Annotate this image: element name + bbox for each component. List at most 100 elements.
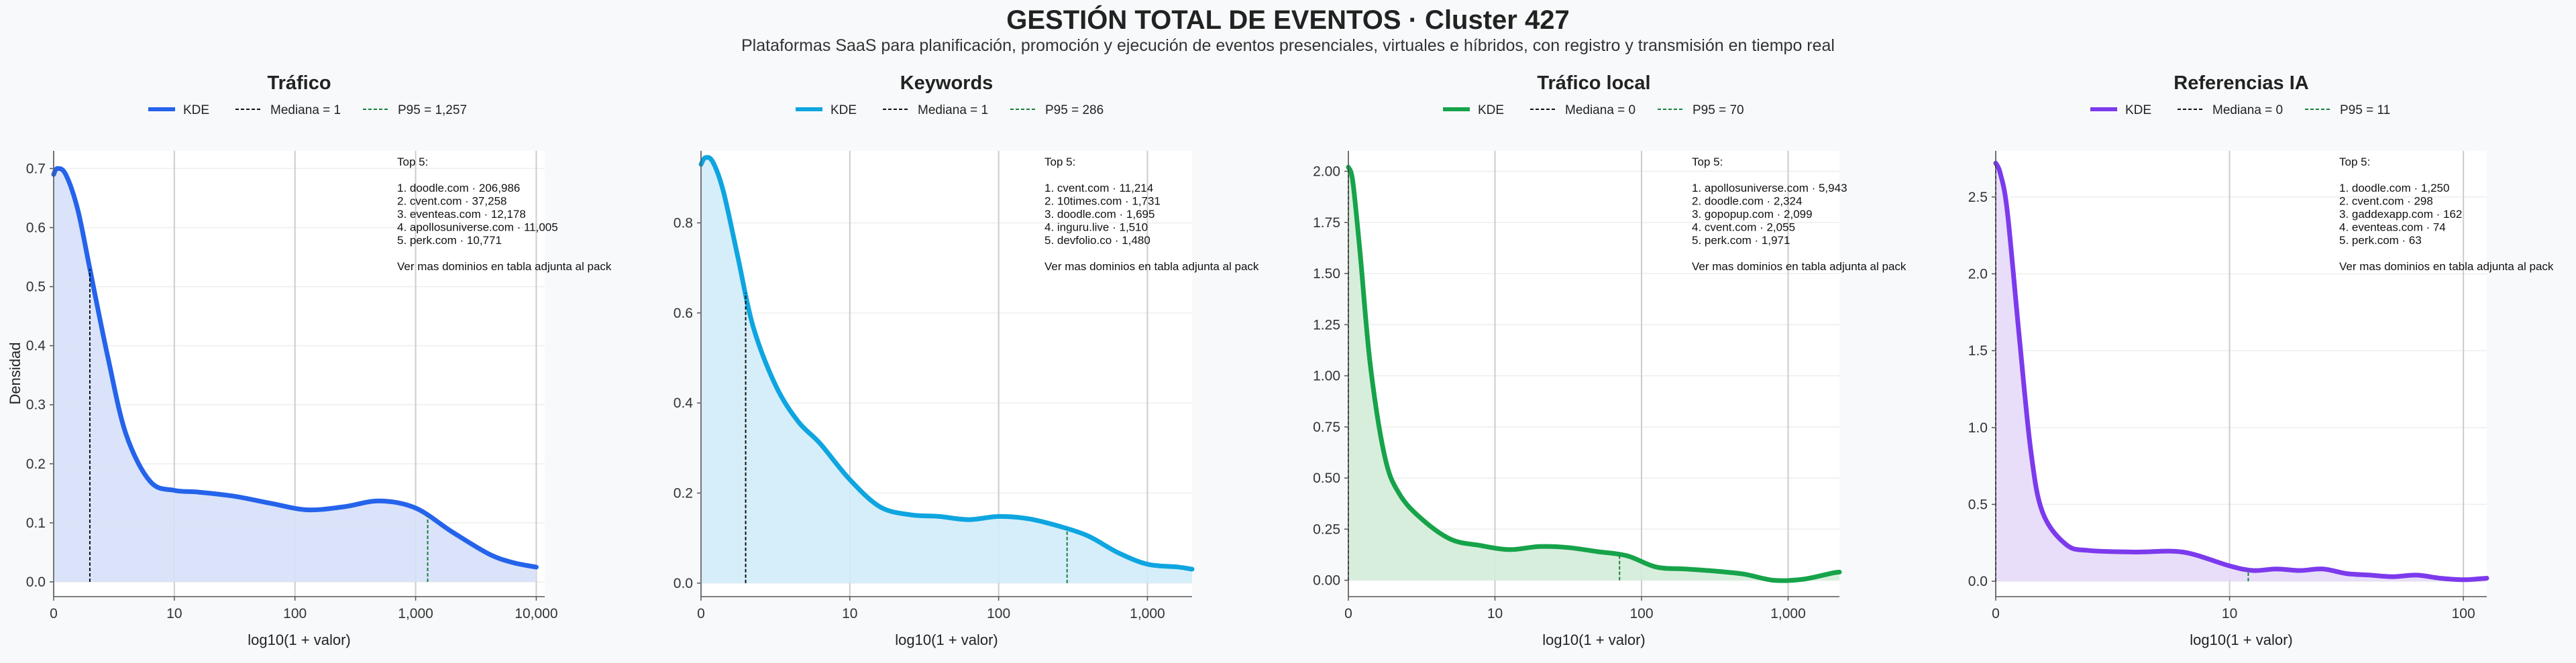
chart-panel-4: Referencias IA KDE Mediana = 0 P95 = 11 0.0 0… xyxy=(1968,72,2554,648)
y-tick-label: 0.7 xyxy=(26,161,46,176)
annotation-line: 5. perk.com · 10,771 xyxy=(397,234,502,247)
x-axis-label: log10(1 + valor) xyxy=(1542,631,1645,648)
annotation-line: 5. perk.com · 63 xyxy=(2339,234,2422,247)
annotation-line: 1. cvent.com · 11,214 xyxy=(1044,182,1153,194)
annotation-line: 3. gopopup.com · 2,099 xyxy=(1692,208,1813,221)
y-tick-label: 1.5 xyxy=(1968,343,1988,359)
x-tick-label: 0 xyxy=(1344,606,1352,621)
annotation-line: 1. apollosuniverse.com · 5,943 xyxy=(1692,182,1847,194)
x-tick-label: 10 xyxy=(1487,606,1503,621)
annotation-line: 1. doodle.com · 1,250 xyxy=(2339,182,2449,194)
annotation-line: Ver mas dominios en tabla adjunta al pac… xyxy=(2339,260,2554,273)
kde-area xyxy=(54,168,537,582)
annotation-line: 3. gaddexapp.com · 162 xyxy=(2339,208,2462,221)
chart-panel-3: Tráfico local KDE Mediana = 0 P95 = 70 0.00 0… xyxy=(1313,72,1907,648)
x-axis-label: log10(1 + valor) xyxy=(248,631,350,648)
legend-median-label: Mediana = 0 xyxy=(1565,103,1635,117)
kde-area xyxy=(701,157,1192,583)
chart-title: Tráfico local xyxy=(1537,72,1650,94)
y-tick-label: 0.3 xyxy=(26,398,46,413)
legend-kde-label: KDE xyxy=(830,103,857,117)
annotation-line: 5. devfolio.co · 1,480 xyxy=(1044,234,1150,247)
y-tick-label: 0.50 xyxy=(1313,471,1340,486)
annotation-line: Top 5: xyxy=(1044,156,1075,168)
kde-line xyxy=(1346,164,1842,583)
y-tick-label: 0.25 xyxy=(1313,522,1340,537)
annotation-line: Ver mas dominios en tabla adjunta al pac… xyxy=(1044,260,1259,273)
y-tick-label: 0.00 xyxy=(1313,573,1340,589)
legend-median-label: Mediana = 1 xyxy=(918,103,988,117)
y-tick-label: 0.0 xyxy=(1968,574,1988,589)
legend-median-label: Mediana = 0 xyxy=(2212,103,2283,117)
x-tick-label: 100 xyxy=(987,606,1010,621)
plot-area xyxy=(1348,151,1839,597)
kde-line xyxy=(698,155,1195,572)
annotation-line: 5. perk.com · 1,971 xyxy=(1692,234,1790,247)
x-tick-label: 0 xyxy=(697,606,705,621)
x-tick-label: 100 xyxy=(1629,606,1653,621)
legend-p95-label: P95 = 286 xyxy=(1045,103,1104,117)
y-tick-label: 0.75 xyxy=(1313,420,1340,435)
figure-subtitle: Plataformas SaaS para planificación, pro… xyxy=(741,36,1835,55)
y-tick-label: 0.1 xyxy=(26,516,46,531)
chart-panel-2: Keywords KDE Mediana = 1 P95 = 286 0.0 0.2 0.4… xyxy=(674,72,1259,648)
kde-line xyxy=(51,166,539,570)
y-tick-label: 0.2 xyxy=(26,457,46,472)
annotation-line: 4. apollosuniverse.com · 11,005 xyxy=(397,221,558,234)
annotation-line: 2. doodle.com · 2,324 xyxy=(1692,195,1802,208)
annotation-line: Ver mas dominios en tabla adjunta al pac… xyxy=(1692,260,1907,273)
y-tick-label: 0.2 xyxy=(674,486,693,501)
y-tick-label: 0.4 xyxy=(26,339,46,354)
annotation-line: Top 5: xyxy=(2339,156,2370,168)
annotation-line: 4. inguru.live · 1,510 xyxy=(1044,221,1148,234)
y-tick-label: 0.0 xyxy=(26,575,46,590)
figure-title: GESTIÓN TOTAL DE EVENTOS · Cluster 427 xyxy=(1006,5,1570,35)
kde-area xyxy=(1996,163,2487,582)
legend-median-label: Mediana = 1 xyxy=(270,103,341,117)
x-tick-label: 0 xyxy=(1992,606,2000,621)
annotation-line: Top 5: xyxy=(1692,156,1723,168)
y-tick-label: 0.5 xyxy=(26,280,46,295)
annotation-line: 2. 10times.com · 1,731 xyxy=(1044,195,1161,208)
legend-kde-label: KDE xyxy=(1478,103,1504,117)
legend-p95-label: P95 = 1,257 xyxy=(398,103,467,117)
x-tick-label: 10,000 xyxy=(515,606,557,621)
y-tick-label: 0.6 xyxy=(674,306,693,321)
x-tick-label: 1,000 xyxy=(398,606,433,621)
x-tick-label: 1,000 xyxy=(1130,606,1165,621)
legend-p95-label: P95 = 11 xyxy=(2340,103,2390,117)
annotation-line: 2. cvent.com · 37,258 xyxy=(397,195,506,208)
chart-title: Keywords xyxy=(900,72,994,94)
y-tick-label: 0.8 xyxy=(674,215,693,231)
x-tick-label: 10 xyxy=(2222,606,2237,621)
chart-panel-1: Tráfico KDE Mediana = 1 P95 = 1,257 0.0 0.1 0.… xyxy=(26,72,612,648)
x-tick-label: 1,000 xyxy=(1770,606,1806,621)
y-tick-label: 0.0 xyxy=(674,576,693,591)
legend-kde-label: KDE xyxy=(183,103,209,117)
y-tick-label: 1.25 xyxy=(1313,317,1340,333)
y-tick-label: 0.4 xyxy=(674,396,694,411)
annotation-line: Ver mas dominios en tabla adjunta al pac… xyxy=(397,260,612,273)
x-tick-label: 100 xyxy=(283,606,307,621)
y-tick-label: 1.00 xyxy=(1313,369,1340,384)
y-tick-label: 2.00 xyxy=(1313,164,1340,180)
y-axis-label: Densidad xyxy=(7,343,23,405)
x-tick-label: 0 xyxy=(50,606,58,621)
chart-title: Referencias IA xyxy=(2174,72,2309,94)
y-tick-label: 1.0 xyxy=(1968,420,1988,436)
x-axis-label: log10(1 + valor) xyxy=(895,631,998,648)
plot-area xyxy=(1996,151,2487,597)
annotation-line: Top 5: xyxy=(397,156,428,168)
annotation-line: 3. doodle.com · 1,695 xyxy=(1044,208,1155,221)
annotation-line: 3. eventeas.com · 12,178 xyxy=(397,208,526,221)
y-tick-label: 0.5 xyxy=(1968,497,1988,512)
chart-title: Tráfico xyxy=(267,72,331,94)
x-tick-label: 10 xyxy=(842,606,857,621)
annotation-line: 2. cvent.com · 298 xyxy=(2339,195,2433,208)
y-tick-label: 0.6 xyxy=(26,221,46,236)
annotation-line: 1. doodle.com · 206,986 xyxy=(397,182,520,194)
annotation-line: 4. eventeas.com · 74 xyxy=(2339,221,2446,234)
legend-p95-label: P95 = 70 xyxy=(1693,103,1744,117)
